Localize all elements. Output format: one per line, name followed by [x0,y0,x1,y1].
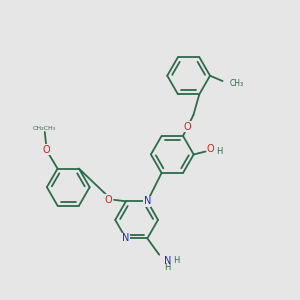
Text: CH₃: CH₃ [230,79,244,88]
Text: H: H [216,147,222,156]
Text: N: N [164,256,171,266]
Text: O: O [43,145,50,155]
Text: N: N [122,233,130,243]
Text: H: H [173,256,180,265]
Text: O: O [206,144,214,154]
Text: O: O [184,122,191,132]
Text: CH₂CH₃: CH₂CH₃ [32,126,56,131]
Text: N: N [144,196,151,206]
Text: O: O [105,195,112,205]
Text: H: H [164,263,170,272]
